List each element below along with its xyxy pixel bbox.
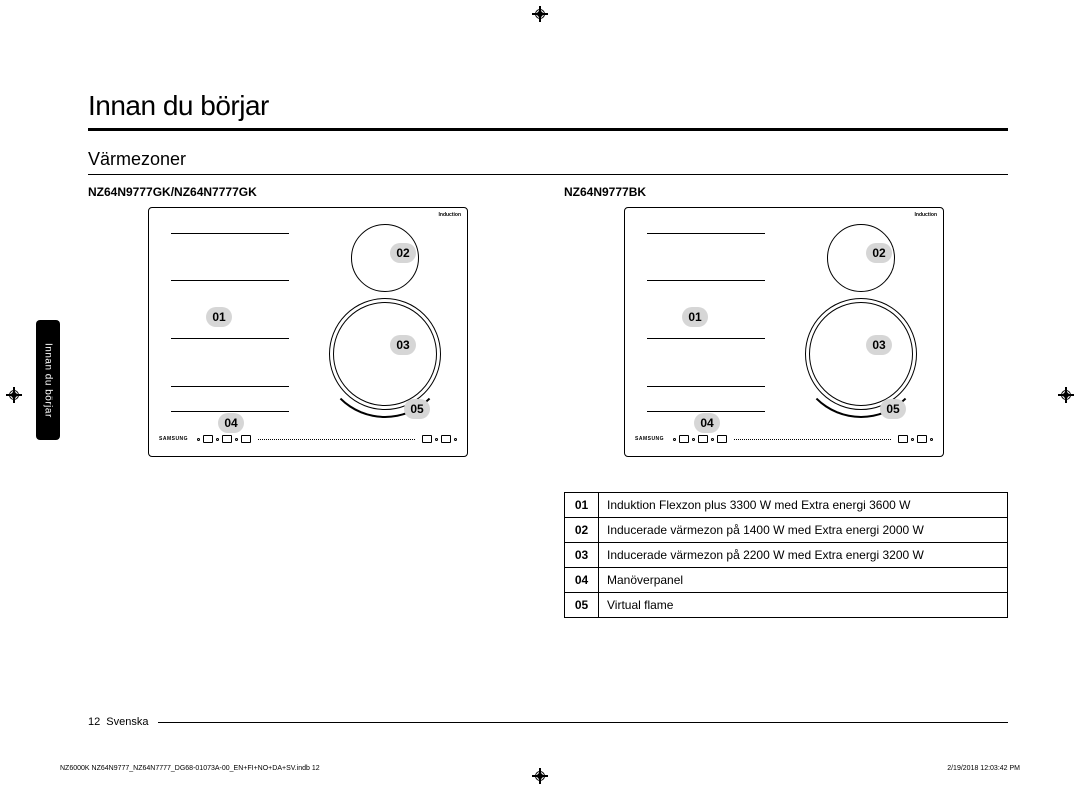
control-display [441, 435, 451, 443]
title-rule [88, 128, 1008, 131]
control-display [717, 435, 727, 443]
model-right: NZ64N9777BK [564, 185, 1008, 199]
print-footer: NZ6000K NZ64N9777_NZ64N7777_DG68-01073A-… [60, 765, 1020, 772]
control-indicator [930, 438, 933, 441]
control-display [698, 435, 708, 443]
control-display [679, 435, 689, 443]
model-left: NZ64N9777GK/NZ64N7777GK [88, 185, 532, 199]
legend-text: Virtual flame [599, 593, 1008, 618]
control-indicator [216, 438, 219, 441]
callout-badge-04: 04 [694, 413, 720, 433]
section-subtitle: Värmezoner [88, 149, 1008, 170]
print-timestamp: 2/19/2018 12:03:42 PM [947, 765, 1020, 772]
control-display [203, 435, 213, 443]
virtual-flame-arc [321, 290, 449, 418]
control-slider [734, 439, 891, 440]
flex-zone-line [171, 280, 289, 281]
callout-badge-03: 03 [866, 335, 892, 355]
control-display [917, 435, 927, 443]
legend-table: 01Induktion Flexzon plus 3300 W med Extr… [564, 492, 1008, 618]
table-row: 02Inducerade värmezon på 1400 W med Extr… [565, 518, 1008, 543]
callout-badge-04: 04 [218, 413, 244, 433]
control-indicator [235, 438, 238, 441]
page-lang: Svenska [106, 716, 148, 728]
flex-zone-line [171, 233, 289, 234]
brand-logo: SAMSUNG [159, 436, 188, 442]
flex-zone-line [171, 386, 289, 387]
virtual-flame-arc [797, 290, 925, 418]
diagram-left-wrap: Induction SAMSUNG 01 02 03 04 05 [88, 207, 496, 472]
flex-zone-line [647, 338, 765, 339]
callout-badge-05: 05 [404, 399, 430, 419]
control-panel: SAMSUNG [159, 428, 457, 450]
callout-badge-02: 02 [866, 243, 892, 263]
control-slider [258, 439, 415, 440]
control-indicator [911, 438, 914, 441]
legend-text: Inducerade värmezon på 1400 W med Extra … [599, 518, 1008, 543]
side-tab-label: Innan du börjar [43, 343, 54, 418]
subtitle-rule [88, 174, 1008, 175]
control-display [898, 435, 908, 443]
page-footer: 12 Svenska [88, 716, 1008, 728]
diagram-left: Induction SAMSUNG [148, 207, 468, 457]
flex-zone-line [647, 233, 765, 234]
induction-label: Induction [439, 212, 462, 218]
legend-key: 01 [565, 493, 599, 518]
legend-text: Manöverpanel [599, 568, 1008, 593]
control-indicator [673, 438, 676, 441]
flex-zone-line [647, 411, 765, 412]
control-display [222, 435, 232, 443]
legend-key: 05 [565, 593, 599, 618]
control-display [241, 435, 251, 443]
footer-rule [158, 722, 1008, 723]
control-indicator [692, 438, 695, 441]
flex-zone-line [647, 280, 765, 281]
brand-logo: SAMSUNG [635, 436, 664, 442]
columns: NZ64N9777GK/NZ64N7777GK Induction SAMSUNG… [88, 185, 1008, 618]
callout-badge-01: 01 [206, 307, 232, 327]
induction-label: Induction [915, 212, 938, 218]
callout-badge-01: 01 [682, 307, 708, 327]
flex-zone-line [171, 411, 289, 412]
legend-key: 02 [565, 518, 599, 543]
table-row: 04Manöverpanel [565, 568, 1008, 593]
callout-badge-05: 05 [880, 399, 906, 419]
callout-badge-03: 03 [390, 335, 416, 355]
page-number: 12 [88, 716, 100, 728]
control-panel: SAMSUNG [635, 428, 933, 450]
control-indicator [197, 438, 200, 441]
diagram-right-wrap: Induction SAMSUNG 01 02 03 04 05 [564, 207, 972, 472]
table-row: 01Induktion Flexzon plus 3300 W med Extr… [565, 493, 1008, 518]
regmark-right [1058, 387, 1074, 403]
control-indicator [435, 438, 438, 441]
table-row: 05Virtual flame [565, 593, 1008, 618]
right-column: NZ64N9777BK InductionSAMSUNG 0102030405 … [564, 185, 1008, 618]
control-display [422, 435, 432, 443]
side-tab: Innan du börjar [36, 320, 60, 440]
flex-zone-line [647, 386, 765, 387]
legend-text: Induktion Flexzon plus 3300 W med Extra … [599, 493, 1008, 518]
flex-zone-line [171, 338, 289, 339]
page-content: Innan du börjar Värmezoner NZ64N9777GK/N… [88, 30, 1008, 750]
control-indicator [711, 438, 714, 441]
page-title: Innan du börjar [88, 90, 1008, 122]
callout-badge-02: 02 [390, 243, 416, 263]
legend-key: 04 [565, 568, 599, 593]
regmark-top [532, 6, 548, 22]
print-file: NZ6000K NZ64N9777_NZ64N7777_DG68-01073A-… [60, 765, 320, 772]
table-row: 03Inducerade värmezon på 2200 W med Extr… [565, 543, 1008, 568]
legend-text: Inducerade värmezon på 2200 W med Extra … [599, 543, 1008, 568]
diagram-right: Induction SAMSUNG [624, 207, 944, 457]
control-indicator [454, 438, 457, 441]
legend-key: 03 [565, 543, 599, 568]
left-column: NZ64N9777GK/NZ64N7777GK Induction SAMSUNG… [88, 185, 532, 618]
regmark-left [6, 387, 22, 403]
